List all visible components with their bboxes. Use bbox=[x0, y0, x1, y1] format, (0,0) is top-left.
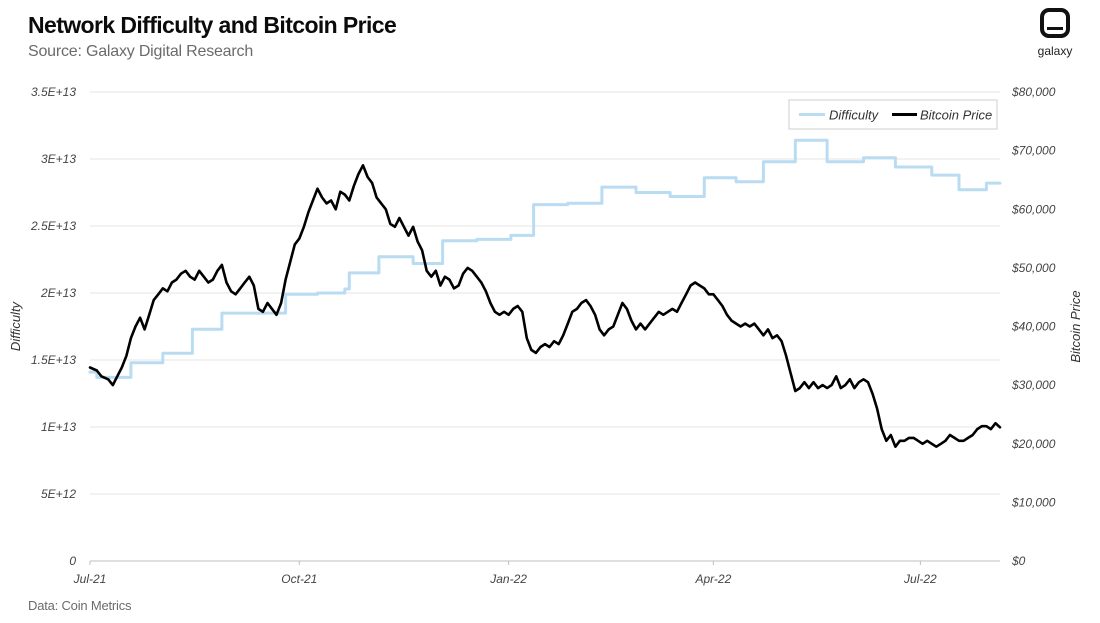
y-left-tick-label: 2.5E+13 bbox=[30, 219, 76, 233]
y-right-tick-label: $40,000 bbox=[1011, 320, 1056, 334]
y-right-tick-label: $60,000 bbox=[1011, 202, 1056, 216]
y-right-axis-title: Bitcoin Price bbox=[1068, 290, 1083, 362]
legend-label-difficulty: Difficulty bbox=[829, 108, 880, 123]
data-source-note: Data: Coin Metrics bbox=[28, 598, 132, 613]
series bbox=[88, 138, 1002, 448]
x-tick-label: Oct-21 bbox=[281, 572, 317, 586]
axes: 0 5E+12 1E+13 1.5E+13 2E+13 2.5E+13 3E+13 3.5E+… bbox=[8, 85, 1083, 586]
y-right-tick-label: $30,000 bbox=[1011, 378, 1056, 392]
y-left-tick-label: 1.5E+13 bbox=[31, 353, 76, 367]
chart-title: Network Difficulty and Bitcoin Price bbox=[28, 12, 397, 38]
y-left-axis-title: Difficulty bbox=[8, 300, 23, 351]
y-left-tick-label: 5E+12 bbox=[41, 487, 76, 501]
y-right-tick-label: $10,000 bbox=[1011, 495, 1056, 509]
x-tick-label: Jul-22 bbox=[903, 572, 937, 586]
chart-subtitle: Source: Galaxy Digital Research bbox=[28, 43, 254, 60]
gridlines bbox=[90, 91, 1000, 495]
y-right-tick-label: $70,000 bbox=[1011, 144, 1056, 158]
galaxy-logo: galaxy bbox=[1033, 8, 1077, 66]
legend: Difficulty Bitcoin Price bbox=[788, 99, 998, 130]
y-right-tick-label: $80,000 bbox=[1011, 85, 1056, 99]
galaxy-logo-icon bbox=[1040, 8, 1070, 38]
y-left-tick-label: 0 bbox=[69, 554, 76, 568]
difficulty-line bbox=[88, 138, 1002, 379]
x-tick-label: Apr-22 bbox=[694, 572, 731, 586]
y-right-tick-label: $50,000 bbox=[1011, 261, 1056, 275]
legend-label-bitcoin-price: Bitcoin Price bbox=[920, 108, 992, 123]
x-tick-label: Jul-21 bbox=[73, 572, 107, 586]
x-tick-label: Jan-22 bbox=[489, 572, 527, 586]
y-right-tick-label: $0 bbox=[1011, 554, 1026, 568]
y-right-tick-label: $20,000 bbox=[1011, 437, 1056, 451]
y-left-tick-label: 1E+13 bbox=[41, 420, 76, 434]
bitcoin-price-line bbox=[88, 164, 1002, 448]
y-left-tick-label: 3.5E+13 bbox=[31, 85, 76, 99]
galaxy-logo-text: galaxy bbox=[1037, 44, 1073, 58]
y-left-tick-label: 2E+13 bbox=[40, 286, 76, 300]
y-left-tick-label: 3E+13 bbox=[41, 152, 76, 166]
